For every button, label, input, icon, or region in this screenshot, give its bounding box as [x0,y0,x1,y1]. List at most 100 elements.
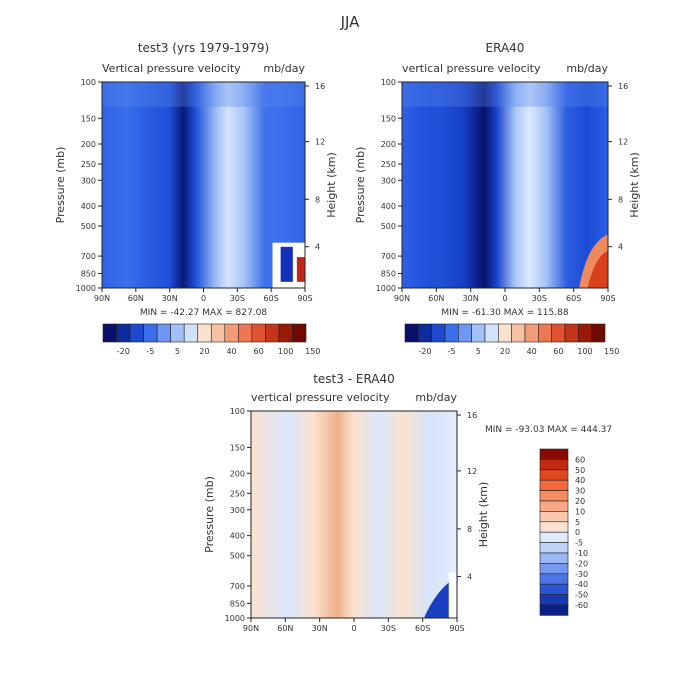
colorbar-swatch [539,583,569,595]
colorbar-label: -5 [448,347,456,356]
colorbar-swatch [539,469,569,481]
y-tick-label: 500 [230,552,245,561]
colorbar-label: 60 [575,455,585,464]
y-tick-label: 200 [81,140,96,149]
colorbar-swatch [183,323,199,343]
colorbar-swatch [224,323,239,343]
heatmap-field [251,411,457,618]
colorbar-label: 10 [575,507,585,516]
y-axis-label: Pressure (mb) [54,147,67,224]
x-tick-label: 0 [351,624,356,633]
x-tick-label: 60S [566,294,581,303]
colorbar-swatch [102,323,117,343]
y-right-tick-label: 8 [315,195,320,204]
panels-layer: test3 (yrs 1979-1979) Vertical pressure v… [54,41,641,633]
heatmap-upper-band [402,82,608,107]
x-tick-label: 90N [94,294,110,303]
colorbar-label: 5 [575,518,580,527]
colorbar-label: -60 [575,601,588,610]
colorbar-swatch [278,323,293,343]
colorbar-label: -40 [575,580,588,589]
y-tick-label: 1000 [376,284,396,293]
y-right-axis-label: Height (km) [628,152,641,218]
colorbar-label: 60 [254,347,264,356]
x-tick-label: 90N [394,294,410,303]
x-tick-label: 90S [449,624,464,633]
colorbar-swatch [539,511,569,523]
y-right-tick-label: 4 [618,243,623,252]
colorbar-swatch [539,490,569,502]
chart-bottom: test3 - ERA40 vertical pressure velocity m… [203,372,612,633]
colorbar-swatch [170,323,185,343]
colorbar-label: 150 [604,347,619,356]
x-tick-label: 60S [264,294,279,303]
y-tick-label: 400 [81,202,96,211]
y-tick-label: 1000 [225,614,245,623]
surface-red-patch [296,257,305,282]
colorbar-label: 150 [305,347,320,356]
colorbar-swatch [539,563,569,575]
colorbar-swatch [539,531,569,543]
y-tick-label: 100 [230,407,245,416]
colorbar-label: -30 [575,570,588,579]
y-right-tick-label: 8 [467,525,472,534]
x-tick-label: 30S [532,294,547,303]
colorbar-label: 40 [226,347,236,356]
y-tick-label: 400 [381,202,396,211]
colorbar-swatch [538,323,552,343]
chart-top-right: ERA40 vertical pressure velocity mb/day 100… [354,41,641,356]
colorbar-swatch [591,323,606,343]
heatmap-field [402,82,608,288]
y-tick-label: 100 [381,78,396,87]
colorbar-label: -10 [575,549,588,558]
y-tick-label: 150 [81,114,96,123]
colorbar-swatch [116,323,131,343]
x-tick-label: 0 [502,294,507,303]
colorbar-label: -20 [575,559,588,568]
colorbar-label: 40 [527,347,537,356]
x-tick-label: 90S [297,294,312,303]
y-tick-label: 250 [381,160,396,169]
colorbar-label: 30 [575,487,585,496]
colorbar-swatch [564,323,579,343]
surface-dark-red-patch [587,250,608,288]
colorbar-swatch [578,323,592,343]
y-tick-label: 500 [381,222,396,231]
y-right-tick-label: 16 [618,82,628,91]
y-tick-label: 850 [81,269,96,278]
colorbar-label: 5 [175,347,180,356]
chart-subtitle-left: vertical pressure velocity [251,391,390,404]
y-tick-label: 1000 [76,284,96,293]
x-tick-label: 30N [162,294,178,303]
colorbar-swatch [292,323,307,343]
x-tick-label: 90S [600,294,615,303]
chart-subtitle-right: mb/day [415,391,457,404]
y-tick-label: 150 [381,114,396,123]
y-right-tick-label: 12 [315,138,325,147]
colorbar-swatch [458,323,472,343]
y-tick-label: 300 [230,506,245,515]
heatmap-upper-band [102,82,305,107]
colorbar-label: -20 [418,347,431,356]
chart-subtitle-right: mb/day [566,62,608,75]
colorbar-label: 5 [476,347,481,356]
x-tick-label: 60S [415,624,430,633]
colorbar-swatch [251,323,266,343]
y-right-tick-label: 16 [315,82,325,91]
colorbar-swatch [539,573,569,585]
colorbar-swatch [539,542,569,554]
colorbar-label: 50 [575,466,585,475]
y-right-tick-label: 8 [618,195,623,204]
colorbar-swatch [539,448,569,460]
colorbar-label: 20 [575,497,585,506]
surface-mask [448,572,457,618]
y-tick-label: 400 [230,532,245,541]
y-tick-label: 700 [230,582,245,591]
colorbar-label: 40 [575,476,585,485]
colorbar-swatch [539,459,569,471]
colorbar-swatch [238,323,253,343]
y-right-axis-label: Height (km) [477,482,490,548]
y-tick-label: 300 [381,176,396,185]
colorbar-swatch [129,323,144,343]
